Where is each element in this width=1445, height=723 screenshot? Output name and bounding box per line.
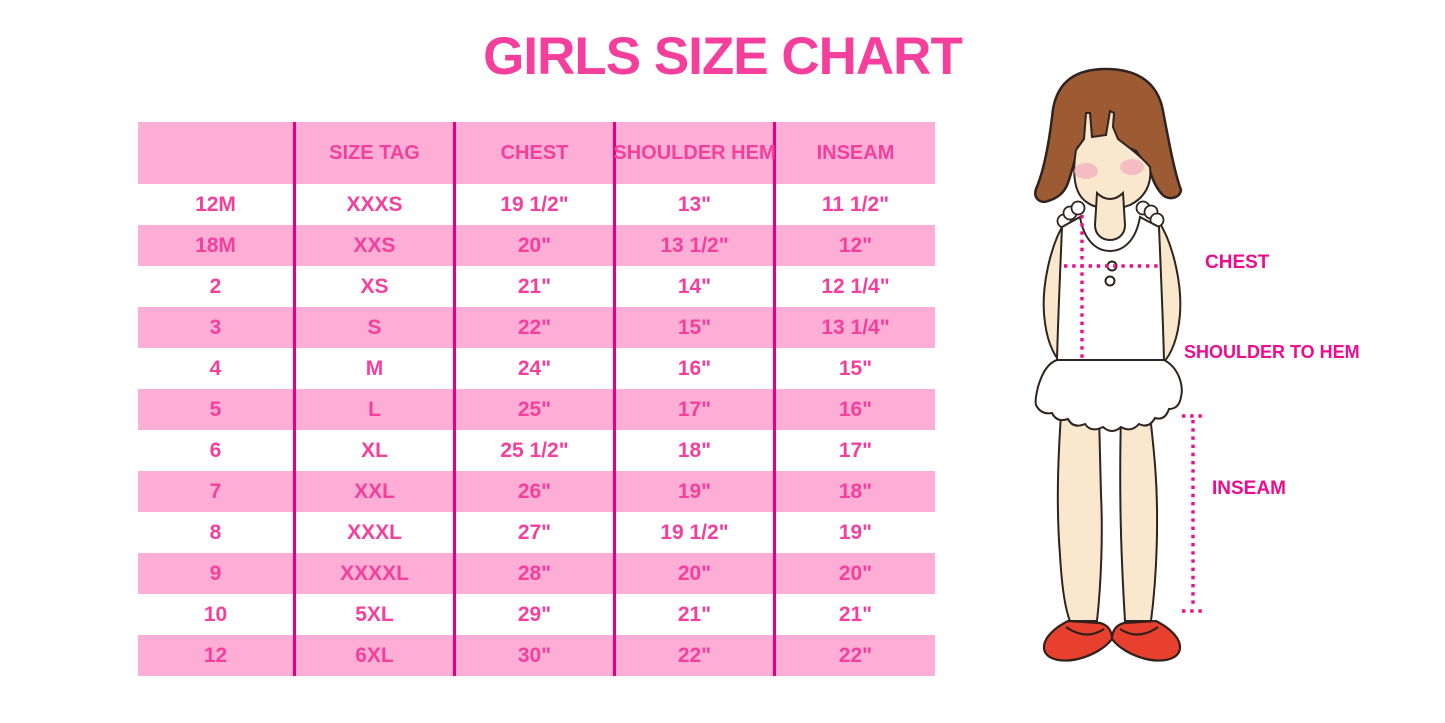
- table-row: 18M XXS 20" 13 1/2" 12": [138, 225, 935, 266]
- table-cell: 5XL: [296, 594, 456, 635]
- inseam-measurement-label: INSEAM: [1212, 478, 1286, 499]
- table-cell: XXL: [296, 471, 456, 512]
- table-row: 3 S 22" 15" 13 1/4": [138, 307, 935, 348]
- table-cell: 21": [838, 602, 873, 626]
- table-cell: 21": [616, 594, 776, 635]
- table-cell: 28": [456, 553, 616, 594]
- table-cell: 19 1/2": [616, 512, 776, 553]
- table-cell: 15": [838, 356, 873, 380]
- table-cell: 11 1/2": [821, 192, 890, 216]
- table-cell: 17": [616, 389, 776, 430]
- table-cell: 21": [456, 266, 616, 307]
- table-cell: L: [296, 389, 456, 430]
- table-cell: 19": [838, 520, 873, 544]
- measurement-guides: [1064, 215, 1204, 613]
- table-row: 4 M 24" 16" 15": [138, 348, 935, 389]
- column-header: [138, 122, 296, 184]
- table-cell: XS: [296, 266, 456, 307]
- page-title: GIRLS SIZE CHART: [483, 27, 963, 86]
- column-header: INSEAM: [816, 141, 895, 164]
- table-cell: XXXXL: [296, 553, 456, 594]
- table-cell: 30": [456, 635, 616, 676]
- table-cell: XL: [296, 430, 456, 471]
- column-header: CHEST: [456, 122, 616, 184]
- table-cell: 15": [616, 307, 776, 348]
- column-header: SIZE TAG: [296, 122, 456, 184]
- table-cell: XXS: [296, 225, 456, 266]
- table-cell: 20": [838, 561, 873, 585]
- table-cell: 3: [138, 307, 296, 348]
- table-cell: 12M: [138, 184, 296, 225]
- table-cell: 6XL: [296, 635, 456, 676]
- table-cell: 20": [456, 225, 616, 266]
- size-table: SIZE TAG CHEST SHOULDER HEM INSEAM 12M XXXS 19…: [138, 122, 935, 676]
- right-leg: [1119, 403, 1159, 622]
- shoes: [1042, 619, 1182, 662]
- button-bottom: [1104, 275, 1116, 287]
- shoulder-to-hem-measurement-label: SHOULDER TO HEM: [1184, 342, 1360, 362]
- table-cell: 14": [616, 266, 776, 307]
- table-cell: 24": [456, 348, 616, 389]
- table-cell: 16": [616, 348, 776, 389]
- table-row: 2 XS 21" 14" 12 1/4": [138, 266, 935, 307]
- table-cell: 13": [616, 184, 776, 225]
- table-cell: 13 1/2": [616, 225, 776, 266]
- table-cell: 6: [138, 430, 296, 471]
- table-row: 6 XL 25 1/2" 18" 17": [138, 430, 935, 471]
- table-cell: 27": [456, 512, 616, 553]
- table-cell: 12": [838, 233, 873, 257]
- table-cell: 12 1/4": [821, 274, 890, 298]
- table-cell: 26": [456, 471, 616, 512]
- table-cell: 5: [138, 389, 296, 430]
- table-row: 7 XXL 26" 19" 18": [138, 471, 935, 512]
- table-cell: XXXL: [296, 512, 456, 553]
- table-cell: 18M: [138, 225, 296, 266]
- table-row: 12 6XL 30" 22" 22": [138, 635, 935, 676]
- table-cell: 10: [138, 594, 296, 635]
- skirt: [1034, 359, 1183, 432]
- table-cell: 13 1/4": [821, 315, 890, 339]
- table-cell: 19 1/2": [456, 184, 616, 225]
- table-header-row: SIZE TAG CHEST SHOULDER HEM INSEAM: [138, 122, 935, 184]
- table-row: 12M XXXS 19 1/2" 13" 11 1/2": [138, 184, 935, 225]
- table-cell: 20": [616, 553, 776, 594]
- table-cell: 22": [456, 307, 616, 348]
- table-cell: XXXS: [296, 184, 456, 225]
- table-cell: 22": [838, 643, 873, 667]
- table-row: 10 5XL 29" 21" 21": [138, 594, 935, 635]
- table-row: 5 L 25" 17" 16": [138, 389, 935, 430]
- table-row: 8 XXXL 27" 19 1/2" 19": [138, 512, 935, 553]
- table-cell: 22": [616, 635, 776, 676]
- table-cell: 16": [838, 397, 873, 421]
- blush-right: [1120, 159, 1144, 175]
- table-cell: 8: [138, 512, 296, 553]
- face: [1073, 109, 1152, 210]
- neck: [1093, 190, 1127, 241]
- table-cell: 25": [456, 389, 616, 430]
- table-cell: 2: [138, 266, 296, 307]
- blush-left: [1074, 163, 1098, 179]
- table-cell: 29": [456, 594, 616, 635]
- table-cell: 4: [138, 348, 296, 389]
- table-cell: 18": [838, 479, 873, 503]
- table-cell: 19": [616, 471, 776, 512]
- tank-top: [1055, 215, 1166, 361]
- girl-figure-illustration: [1034, 67, 1204, 662]
- left-leg: [1056, 398, 1103, 622]
- table-cell: 12: [138, 635, 296, 676]
- column-header: SHOULDER HEM: [613, 122, 776, 184]
- table-row: 9 XXXXL 28" 20" 20": [138, 553, 935, 594]
- table-cell: S: [296, 307, 456, 348]
- table-cell: 25 1/2": [456, 430, 616, 471]
- table-cell: 7: [138, 471, 296, 512]
- chest-measurement-label: CHEST: [1205, 252, 1270, 273]
- table-cell: 9: [138, 553, 296, 594]
- table-cell: 18": [616, 430, 776, 471]
- table-cell: 17": [838, 438, 873, 462]
- table-cell: M: [296, 348, 456, 389]
